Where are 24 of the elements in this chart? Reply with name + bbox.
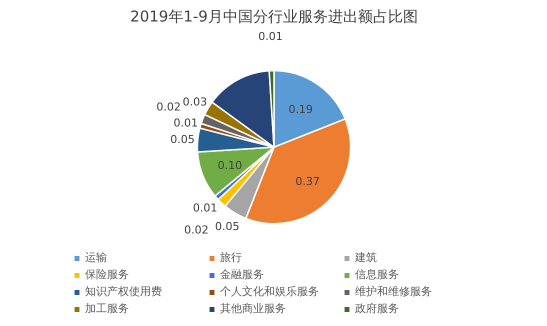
data-label: 0.10 <box>218 158 242 172</box>
data-label: 0.02 <box>184 223 209 236</box>
legend-label: 建筑 <box>355 250 378 265</box>
legend-label: 运输 <box>85 250 108 265</box>
legend-label: 加工服务 <box>85 301 130 316</box>
data-label: 0.05 <box>214 220 240 233</box>
legend-label: 信息服务 <box>355 267 400 282</box>
legend-label: 维护和维修服务 <box>355 284 433 299</box>
legend-label: 保险服务 <box>85 267 130 282</box>
legend-label: 政府服务 <box>355 301 400 316</box>
data-label: 0.02 <box>156 100 181 114</box>
data-label: 0.37 <box>295 174 320 188</box>
legend-label: 金融服务 <box>220 267 265 282</box>
data-label: 0.19 <box>288 102 313 116</box>
legend-label: 旅行 <box>220 250 243 265</box>
data-label: 0.01 <box>192 202 218 215</box>
data-label: 0.03 <box>182 95 208 108</box>
legend-label: 其他商业服务 <box>220 301 287 316</box>
data-label: 0.05 <box>170 133 195 146</box>
legend-label: 知识产权使用费 <box>85 284 163 299</box>
data-label: 0.01 <box>258 30 283 43</box>
legend-label: 个人文化和娱乐服务 <box>220 284 320 299</box>
chart-title: 2019年1-9月中国分行业服务进出额占比图 <box>130 8 418 26</box>
data-label: 0.01 <box>174 116 198 130</box>
